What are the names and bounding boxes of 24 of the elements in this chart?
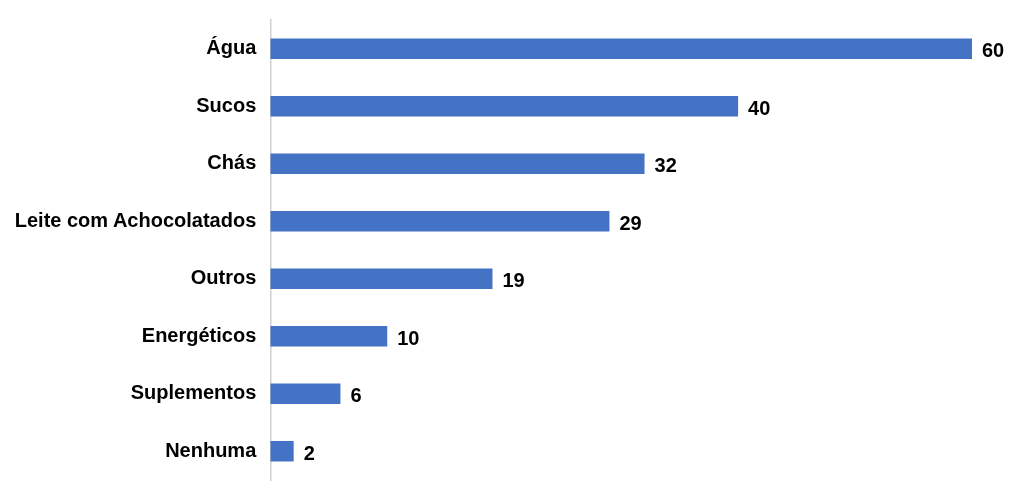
y-tick-label: Leite com Achocolatados xyxy=(14,208,257,231)
bar xyxy=(270,153,645,175)
bar xyxy=(270,440,294,462)
data-label: 10 xyxy=(397,326,420,349)
data-label: 29 xyxy=(619,211,642,234)
y-tick-label: Nenhuma xyxy=(165,438,258,461)
y-tick-label: Energéticos xyxy=(141,323,257,346)
y-tick-label: Chás xyxy=(207,151,257,174)
data-label: 40 xyxy=(748,96,771,119)
bar xyxy=(270,268,493,290)
y-tick-label: Sucos xyxy=(196,93,257,116)
bar xyxy=(270,383,341,405)
y-tick-label: Água xyxy=(206,36,258,59)
y-tick-label: Suplementos xyxy=(130,381,257,404)
y-tick-label: Outros xyxy=(190,266,257,289)
bar xyxy=(270,38,972,60)
data-label: 60 xyxy=(982,39,1005,62)
data-label: 6 xyxy=(350,384,362,407)
bar xyxy=(270,210,610,232)
data-label: 2 xyxy=(303,441,315,464)
data-label: 32 xyxy=(654,154,677,177)
bar xyxy=(270,95,739,117)
data-label: 19 xyxy=(502,269,525,292)
bar xyxy=(270,325,388,347)
